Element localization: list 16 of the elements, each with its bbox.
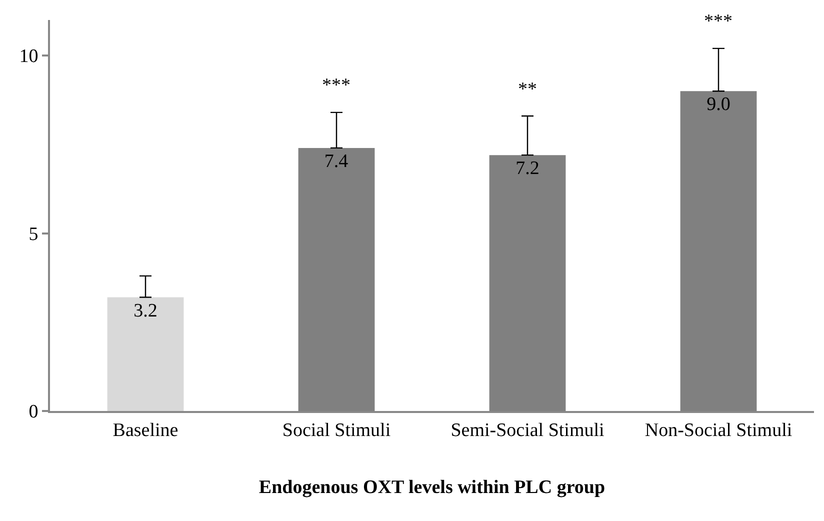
y-tick-label: 0	[28, 402, 38, 423]
annotation: **	[518, 79, 537, 100]
x-tick-label: Baseline	[112, 420, 178, 441]
data-label: 7.4	[324, 150, 349, 172]
annotation: ***	[322, 75, 350, 96]
bar	[107, 297, 184, 411]
x-axis-title: Endogenous OXT levels within PLC group	[258, 477, 606, 498]
data-label: 9.0	[706, 94, 730, 116]
annotation: ***	[704, 11, 732, 32]
x-tick-label: Non-Social Stimuli	[644, 420, 792, 441]
y-tick-label: 10	[19, 46, 38, 68]
y-tick-label: 5	[28, 224, 38, 245]
x-tick-label: Semi-Social Stimuli	[450, 420, 604, 441]
data-label: 7.2	[516, 158, 540, 180]
x-tick-label: Social Stimuli	[282, 420, 391, 441]
data-label: 3.2	[134, 300, 158, 322]
